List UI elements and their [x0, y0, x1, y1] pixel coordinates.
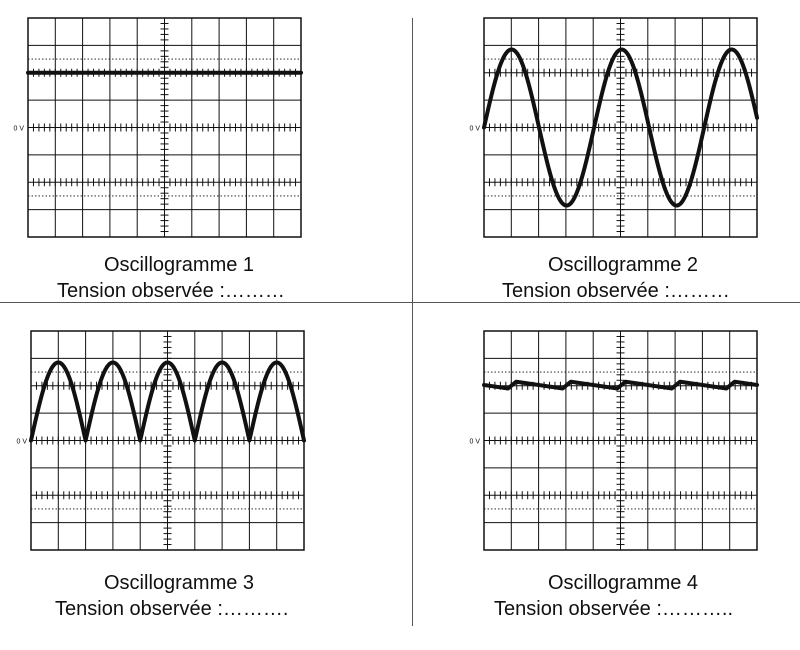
- zero-volt-label: 0 V: [16, 439, 27, 446]
- waveform-trace: [482, 47, 759, 208]
- panel-subtitle-2: Tension observée :………: [502, 280, 730, 302]
- panel-subtitle-3: Tension observée :……….: [55, 598, 289, 620]
- panel-title-1: Oscillogramme 1: [104, 254, 255, 276]
- zero-volt-label: 0 V: [13, 126, 24, 133]
- horizontal-divider: [0, 302, 800, 303]
- panel-oscillogramme-3: 0 V Oscillogramme 3 Tension observée :………: [0, 315, 400, 640]
- panel-oscillogramme-2: 0 V Oscillogramme 2 Tension observée :………: [413, 0, 800, 325]
- scope-grid: 0 V: [469, 17, 759, 238]
- oscilloscope-screen-3: 0 V: [16, 330, 306, 551]
- waveform-trace: [482, 379, 759, 391]
- scope-grid: 0 V: [469, 330, 759, 551]
- scope-grid: 0 V: [13, 17, 303, 238]
- panel-title-4: Oscillogramme 4: [548, 572, 699, 594]
- vertical-divider: [412, 18, 413, 626]
- panel-subtitle-1: Tension observée :………: [57, 280, 285, 302]
- panel-subtitle-4: Tension observée :………..: [494, 598, 733, 620]
- zero-volt-label: 0 V: [469, 439, 480, 446]
- oscilloscope-screen-1: 0 V: [13, 17, 303, 238]
- panel-oscillogramme-4: 0 V Oscillogramme 4 Tension observée :………: [413, 315, 800, 640]
- oscilloscope-screen-2: 0 V: [469, 17, 759, 238]
- waveform-trace: [29, 360, 306, 443]
- scope-grid: 0 V: [16, 330, 306, 551]
- oscilloscope-screen-4: 0 V: [469, 330, 759, 551]
- panel-title-2: Oscillogramme 2: [548, 254, 699, 276]
- panel-title-3: Oscillogramme 3: [104, 572, 255, 594]
- zero-volt-label: 0 V: [469, 126, 480, 133]
- panel-oscillogramme-1: 0 V Oscillogramme 1 Tension observée :………: [0, 0, 400, 325]
